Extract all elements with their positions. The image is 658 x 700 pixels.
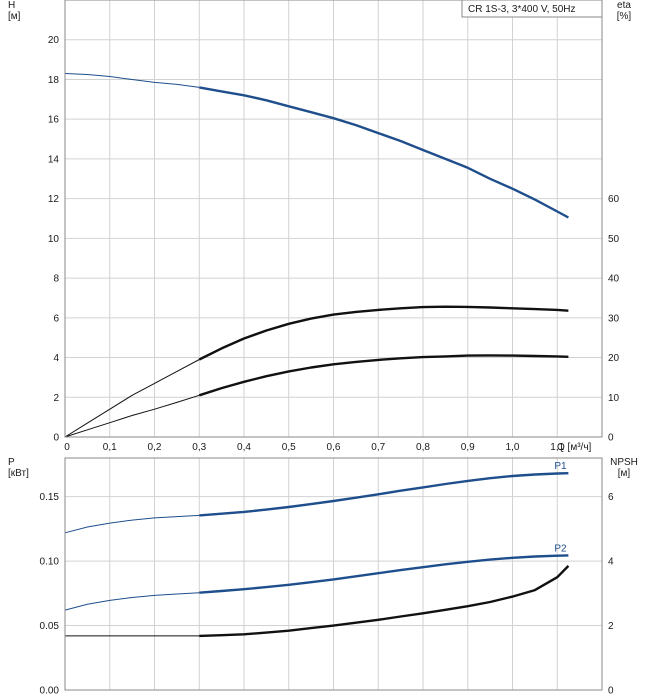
left-tick-label: 6: [53, 313, 59, 324]
right-axis-unit: [%]: [617, 11, 632, 22]
series-line-eta_pump: [198, 305, 569, 361]
right-tick-label: 20: [608, 353, 620, 364]
right-tick-label: 60: [608, 194, 620, 205]
x-tick-label: 0,7: [371, 442, 385, 453]
left-tick-label: 18: [48, 75, 60, 86]
x-tick-label: 0,1: [103, 442, 117, 453]
x-axis-title: Q [м³/ч]: [557, 442, 592, 453]
left-tick-label: 0.00: [40, 686, 60, 697]
x-tick-label: 0,3: [192, 442, 206, 453]
left-tick-label: 10: [48, 234, 60, 245]
left-tick-label: 0.15: [40, 492, 60, 503]
left-tick-label: 4: [53, 353, 59, 364]
right-tick-label: 4: [608, 557, 614, 568]
series-line-eta_total: [198, 354, 569, 397]
series-label-P1: P1: [554, 461, 567, 472]
pump-label: CR 1S-3, 3*400 V, 50Hz: [461, 0, 603, 18]
left-tick-label: 0: [53, 433, 59, 444]
right-axis-title: eta: [617, 0, 631, 11]
x-tick-label: 0,2: [148, 442, 162, 453]
right-tick-label: 30: [608, 313, 620, 324]
x-tick-label: 0,4: [237, 442, 251, 453]
right-tick-label: 10: [608, 393, 620, 404]
x-tick-label: 0,8: [416, 442, 430, 453]
left-tick-label: 16: [48, 115, 60, 126]
series-line-P1: [199, 472, 569, 517]
left-axis-title: H: [8, 0, 15, 11]
left-tick-label: 2: [53, 393, 59, 404]
right-tick-label: 0: [608, 433, 614, 444]
right-tick-label: 2: [608, 621, 614, 632]
left-tick-label: 0.10: [40, 557, 60, 568]
right-axis-unit: [м]: [618, 468, 631, 479]
left-axis-unit: [м]: [8, 11, 21, 22]
x-tick-label: 0,5: [282, 442, 296, 453]
axis-text: 024681012141618200102030405060H[м]eta[%]…: [8, 0, 638, 697]
x-tick-label: 0,9: [461, 442, 475, 453]
x-tick-label: 0: [64, 442, 70, 453]
pump-label-text: CR 1S-3, 3*400 V, 50Hz: [468, 4, 575, 15]
x-tick-label: 1,0: [506, 442, 520, 453]
left-tick-label: 8: [53, 274, 59, 285]
series-line-H-extended: [64, 73, 200, 88]
plot-frame: [64, 0, 603, 438]
left-axis-title: P: [8, 457, 15, 468]
left-tick-label: 12: [48, 194, 60, 205]
left-tick-label: 20: [48, 35, 60, 46]
pump-label-box: [461, 0, 603, 18]
series-lines: [64, 73, 570, 638]
series-line-P1-extended: [64, 514, 200, 534]
right-tick-label: 6: [608, 492, 614, 503]
grid-lines: [65, 0, 602, 690]
left-tick-label: 14: [48, 154, 60, 165]
series-line-eta_pump-extended: [64, 359, 200, 438]
x-tick-label: 0,6: [327, 442, 341, 453]
plot-frame: [64, 457, 603, 691]
series-line-NPSH: [199, 565, 570, 638]
left-axis-unit: [кВт]: [8, 468, 29, 479]
x-tick-label: 1,1: [550, 442, 564, 453]
right-tick-label: 0: [608, 686, 614, 697]
series-line-P2-extended: [64, 592, 200, 611]
series-line-P2: [199, 554, 569, 594]
right-tick-label: 40: [608, 274, 620, 285]
right-tick-label: 50: [608, 234, 620, 245]
series-label-P2: P2: [554, 543, 567, 554]
right-axis-title: NPSH: [610, 457, 638, 468]
series-line-eta_total-extended: [64, 394, 200, 438]
left-tick-label: 0.05: [40, 621, 60, 632]
series-line-H: [199, 86, 569, 219]
plot-frames: [64, 0, 603, 691]
